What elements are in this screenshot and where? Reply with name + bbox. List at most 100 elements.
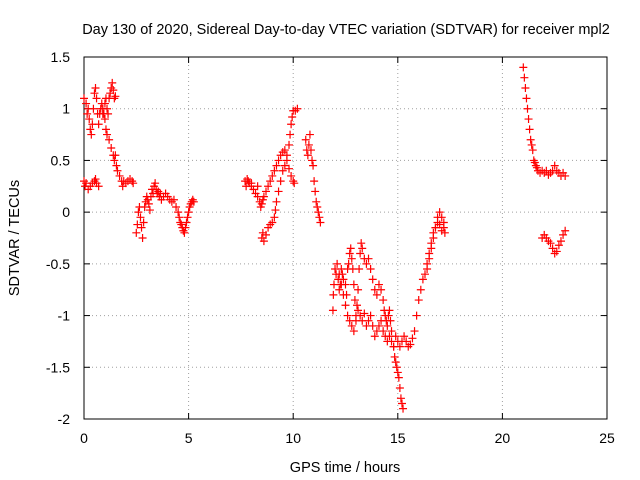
data-point bbox=[264, 182, 273, 191]
data-point bbox=[167, 197, 176, 206]
data-point bbox=[366, 265, 375, 274]
data-point bbox=[394, 373, 403, 382]
data-point bbox=[523, 104, 532, 113]
data-point bbox=[184, 208, 193, 217]
data-point bbox=[306, 146, 315, 155]
data-point bbox=[280, 161, 289, 170]
data-point bbox=[333, 259, 342, 268]
y-tick-label: 0 bbox=[62, 204, 70, 220]
data-point bbox=[268, 171, 277, 180]
data-point bbox=[435, 220, 444, 229]
data-point bbox=[339, 275, 348, 284]
data-point bbox=[271, 206, 280, 215]
data-point bbox=[107, 84, 116, 93]
data-point bbox=[109, 86, 118, 95]
data-point bbox=[262, 187, 271, 196]
data-point bbox=[301, 135, 310, 144]
data-point bbox=[91, 84, 100, 93]
data-point bbox=[144, 199, 153, 208]
data-point bbox=[290, 179, 299, 188]
data-point bbox=[145, 206, 154, 215]
data-point bbox=[354, 306, 363, 315]
data-point bbox=[410, 327, 419, 336]
data-point bbox=[393, 368, 402, 377]
data-point bbox=[526, 135, 535, 144]
data-point bbox=[80, 177, 88, 186]
data-point bbox=[310, 177, 319, 186]
y-tick-label: -1.5 bbox=[46, 359, 70, 375]
data-point bbox=[372, 290, 381, 299]
data-point bbox=[402, 337, 411, 346]
data-point bbox=[115, 171, 124, 180]
data-point bbox=[337, 280, 346, 289]
data-point bbox=[377, 316, 386, 325]
series-seg-b bbox=[80, 175, 103, 194]
data-point bbox=[181, 223, 190, 232]
data-point bbox=[249, 185, 258, 194]
data-point bbox=[418, 275, 427, 284]
data-point bbox=[90, 177, 99, 186]
data-point bbox=[408, 334, 417, 343]
data-point bbox=[304, 140, 313, 149]
data-point bbox=[357, 239, 366, 248]
data-point bbox=[172, 202, 181, 211]
series-seg-f bbox=[242, 156, 299, 246]
data-point bbox=[268, 218, 277, 227]
data-point bbox=[154, 187, 163, 196]
data-point bbox=[139, 218, 148, 227]
data-point bbox=[180, 228, 189, 237]
data-point bbox=[391, 358, 400, 367]
data-point bbox=[110, 156, 119, 165]
data-point bbox=[385, 306, 394, 315]
data-point bbox=[280, 146, 289, 155]
y-axis-label: SDTVAR / TECUs bbox=[7, 180, 23, 296]
x-tick-label: 10 bbox=[285, 430, 301, 446]
data-point bbox=[259, 192, 268, 201]
data-point bbox=[94, 182, 103, 191]
y-tick-label: -0.5 bbox=[46, 256, 70, 272]
data-point bbox=[138, 234, 147, 242]
data-point bbox=[87, 130, 96, 139]
data-point bbox=[416, 285, 425, 294]
data-point bbox=[384, 311, 393, 320]
data-point bbox=[134, 208, 143, 217]
data-point bbox=[316, 218, 325, 227]
data-point bbox=[314, 208, 323, 217]
data-point bbox=[111, 151, 120, 160]
data-point bbox=[360, 309, 369, 318]
data-point bbox=[379, 296, 388, 305]
x-axis-label: GPS time / hours bbox=[290, 460, 400, 476]
data-point bbox=[80, 94, 88, 103]
data-point bbox=[544, 170, 553, 179]
data-point bbox=[364, 316, 373, 325]
data-point bbox=[272, 161, 281, 170]
x-tick-label: 25 bbox=[599, 430, 615, 446]
data-point bbox=[546, 239, 555, 248]
data-point bbox=[285, 164, 294, 173]
data-point bbox=[347, 321, 356, 330]
data-point bbox=[242, 182, 251, 191]
data-point bbox=[112, 161, 121, 170]
data-point bbox=[437, 213, 446, 222]
data-point bbox=[374, 280, 383, 289]
data-point bbox=[308, 156, 317, 165]
data-point bbox=[392, 363, 401, 372]
data-point bbox=[309, 161, 318, 170]
data-point bbox=[175, 213, 184, 222]
data-point bbox=[550, 161, 559, 170]
data-point bbox=[83, 109, 92, 118]
data-point bbox=[347, 254, 356, 263]
data-point bbox=[82, 99, 91, 108]
data-point bbox=[189, 197, 198, 206]
data-point bbox=[550, 249, 559, 258]
data-point bbox=[561, 226, 570, 235]
data-point bbox=[110, 94, 119, 103]
data-point bbox=[339, 290, 348, 299]
series-seg-m bbox=[538, 226, 570, 258]
data-point bbox=[132, 228, 141, 237]
data-point bbox=[285, 140, 294, 149]
data-point bbox=[270, 213, 279, 222]
data-point bbox=[431, 223, 440, 232]
data-point bbox=[329, 290, 338, 299]
series-seg-d bbox=[132, 179, 198, 242]
